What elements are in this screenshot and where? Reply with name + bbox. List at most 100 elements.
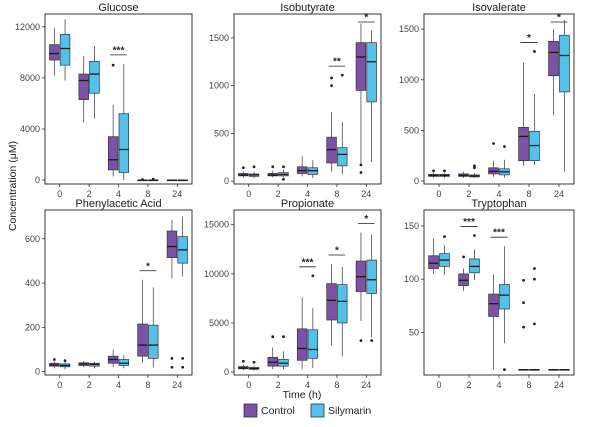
box-silymarin-2 <box>89 361 100 369</box>
panel-title: Glucose <box>98 2 138 14</box>
outlier-point <box>252 165 256 169</box>
outlier-point <box>170 365 174 369</box>
box-silymarin-4 <box>307 160 319 179</box>
y-tick-label: 0 <box>35 367 40 377</box>
outlier-point <box>330 76 333 80</box>
outlier-point <box>181 365 185 369</box>
box-control-2 <box>78 361 89 368</box>
panel-frame <box>423 13 575 185</box>
box-body <box>366 42 377 103</box>
box-body <box>118 113 130 173</box>
box-silymarin-0 <box>59 19 71 81</box>
outlier-point <box>63 359 67 363</box>
x-tick-label: 8 <box>526 380 531 390</box>
outlier-point <box>533 277 536 281</box>
significance-marker: * <box>550 13 568 24</box>
box-control-0 <box>428 238 439 274</box>
panel-title: Isovalerate <box>472 2 526 14</box>
box-control-2 <box>458 171 469 178</box>
x-tick-label: 4 <box>116 380 121 390</box>
x-tick-label: 0 <box>436 380 441 390</box>
y-tick-label: 500 <box>404 125 419 135</box>
y-tick-label: 50 <box>409 327 419 337</box>
y-tick-label: 8000 <box>20 73 40 83</box>
y-tick-label: 1000 <box>209 81 229 91</box>
box-control-8 <box>518 62 529 166</box>
box-silymarin-2 <box>278 335 289 370</box>
x-tick-label: 24 <box>554 380 564 390</box>
y-tick-label: 600 <box>25 234 40 244</box>
box-silymarin-2 <box>278 165 289 181</box>
box-control-0 <box>238 359 249 371</box>
outlier-point <box>282 335 285 339</box>
x-tick-label: 4 <box>116 189 121 199</box>
box-control-8 <box>137 279 148 363</box>
x-tick-label: 0 <box>246 189 251 199</box>
significance-marker: *** <box>299 257 316 268</box>
significance-marker: *** <box>110 45 127 56</box>
box-silymarin-0 <box>439 169 450 178</box>
box-body <box>559 34 570 93</box>
significance-label: *** <box>463 217 475 228</box>
outlier-point <box>443 169 446 173</box>
significance-label: * <box>364 13 368 24</box>
box-silymarin-0 <box>248 165 260 179</box>
panel-frame <box>233 13 382 185</box>
x-tick-label: 2 <box>466 380 471 390</box>
outlier-point <box>533 322 536 326</box>
outlier-point <box>311 274 315 278</box>
y-tick-label: 15000 <box>204 220 229 230</box>
box-silymarin-8 <box>148 177 159 182</box>
box-control-2 <box>458 255 469 291</box>
box-body <box>326 283 337 321</box>
significance-marker: *** <box>490 228 508 239</box>
box-silymarin-4 <box>499 145 510 178</box>
x-tick-label: 8 <box>526 189 531 199</box>
significance-marker: ** <box>328 57 346 68</box>
outlier-point <box>252 360 256 364</box>
x-tick-label: 2 <box>276 189 281 199</box>
box-control-0 <box>238 166 249 178</box>
outlier-point <box>359 171 363 174</box>
box-control-2 <box>267 335 278 370</box>
outlier-point <box>340 73 344 77</box>
outlier-point <box>370 339 374 343</box>
box-control-4 <box>488 274 499 370</box>
outlier-point <box>52 358 56 361</box>
box-body <box>166 230 178 258</box>
box-silymarin-0 <box>248 360 260 371</box>
box-silymarin-24 <box>177 179 188 182</box>
x-tick-label: 0 <box>246 380 251 390</box>
box-silymarin-2 <box>469 164 480 178</box>
box-control-8 <box>326 76 337 172</box>
box-control-24 <box>166 179 178 182</box>
outlier-point <box>282 177 285 181</box>
box-control-24 <box>548 29 559 116</box>
box-silymarin-24 <box>366 234 377 343</box>
outlier-point <box>359 163 363 167</box>
box-control-4 <box>107 63 119 177</box>
box-control-2 <box>267 165 278 178</box>
box-body <box>518 126 529 162</box>
box-silymarin-8 <box>529 267 540 371</box>
y-tick-label: 1500 <box>399 24 419 34</box>
y-tick-label: 1000 <box>399 75 419 85</box>
significance-marker: * <box>520 33 538 44</box>
x-tick-label: 0 <box>436 189 441 199</box>
outlier-point <box>432 169 435 173</box>
box-body <box>296 328 308 361</box>
outlier-point <box>241 359 245 363</box>
significance-marker: *** <box>460 217 478 228</box>
box-silymarin-24 <box>559 20 570 172</box>
x-tick-label: 8 <box>145 189 150 199</box>
box-control-4 <box>296 297 308 370</box>
box-silymarin-4 <box>118 63 130 181</box>
box-body <box>337 147 348 167</box>
box-silymarin-4 <box>499 246 510 372</box>
